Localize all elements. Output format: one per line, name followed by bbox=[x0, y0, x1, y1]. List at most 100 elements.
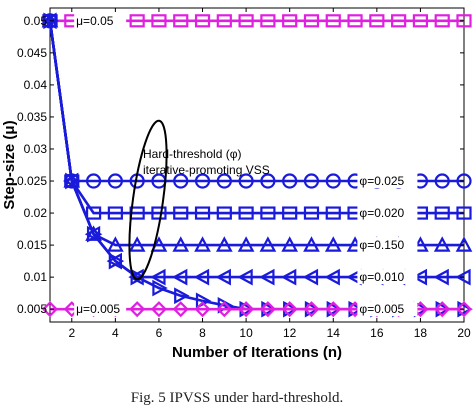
series-point bbox=[456, 173, 472, 189]
series-point bbox=[194, 14, 211, 28]
series-point bbox=[194, 206, 211, 220]
tick-layer: 2 4 6 8 10 12 14 16 18 20 0.005 0.01 0.015 0.02 0.025 0… bbox=[17, 8, 471, 340]
y-tick-label: 0.045 bbox=[17, 46, 47, 60]
series-point bbox=[434, 301, 451, 318]
series-point bbox=[282, 173, 298, 189]
x-tick-label: 2 bbox=[68, 326, 75, 340]
annotation-ellipse bbox=[128, 119, 168, 281]
y-tick-label: 0.035 bbox=[17, 110, 47, 124]
x-tick-label: 8 bbox=[199, 326, 206, 340]
series-point bbox=[456, 206, 472, 220]
series-label: φ=0.005 bbox=[359, 302, 404, 316]
series-point bbox=[150, 236, 168, 252]
series-point bbox=[324, 236, 342, 252]
series-point bbox=[434, 14, 450, 28]
series-point bbox=[259, 268, 275, 286]
series-point bbox=[347, 14, 363, 28]
series-point bbox=[215, 268, 231, 286]
step-size-chart: μ=0.05 φ=0.025 φ=0.020 φ=0.150 φ=0.010 φ=0.00… bbox=[1, 7, 473, 361]
y-tick-label: 0.03 bbox=[24, 142, 48, 156]
x-tick-label: 16 bbox=[370, 326, 384, 340]
series-point bbox=[325, 14, 341, 28]
series-point bbox=[325, 173, 341, 189]
series-point bbox=[215, 236, 233, 252]
series-point bbox=[172, 236, 190, 252]
series-point bbox=[152, 279, 168, 297]
series-point bbox=[260, 14, 276, 28]
series-point bbox=[129, 301, 146, 318]
series-point bbox=[238, 173, 254, 189]
y-tick-label: 0.015 bbox=[17, 238, 47, 252]
x-tick-label: 6 bbox=[156, 326, 163, 340]
series-point bbox=[194, 236, 211, 252]
y-tick-label: 0.04 bbox=[24, 78, 48, 92]
series-label: φ=0.150 bbox=[359, 238, 404, 252]
series-point bbox=[303, 301, 320, 318]
x-tick-label: 14 bbox=[327, 326, 341, 340]
x-tick-label: 12 bbox=[283, 326, 297, 340]
series-point bbox=[150, 301, 168, 318]
series-point bbox=[391, 14, 407, 28]
y-tick-label: 0.005 bbox=[17, 302, 47, 316]
series-label: μ=0.05 bbox=[76, 14, 114, 28]
series-label-bg bbox=[74, 301, 127, 317]
y-tick-label: 0.025 bbox=[17, 174, 47, 188]
series-point bbox=[412, 14, 429, 28]
series-point bbox=[303, 14, 320, 28]
series-point bbox=[172, 301, 189, 318]
series-point bbox=[282, 206, 298, 220]
series-label-bg bbox=[74, 12, 127, 28]
series-point bbox=[237, 268, 253, 286]
series-label-bg bbox=[357, 269, 418, 285]
series-point bbox=[107, 236, 124, 252]
series-point bbox=[282, 14, 298, 28]
series-label: φ=0.025 bbox=[359, 174, 404, 188]
series-point bbox=[281, 301, 298, 318]
y-axis-label: Step-size (μ) bbox=[1, 120, 18, 209]
annotation-text-line-1: Hard-threshold (φ) bbox=[143, 147, 241, 161]
series-point bbox=[237, 236, 255, 252]
series-point bbox=[150, 268, 166, 286]
x-tick-label: 4 bbox=[112, 326, 119, 340]
series-point bbox=[216, 14, 232, 28]
series-point bbox=[216, 301, 233, 318]
series-point bbox=[281, 236, 299, 252]
series-point bbox=[65, 172, 81, 190]
series-point bbox=[238, 14, 254, 28]
series-point bbox=[259, 236, 277, 252]
series-point bbox=[171, 268, 188, 286]
series-point bbox=[325, 206, 341, 220]
x-tick-label: 10 bbox=[239, 326, 253, 340]
series-point bbox=[41, 301, 59, 318]
series-label-bg bbox=[357, 301, 418, 317]
series-point bbox=[107, 173, 123, 189]
series-point bbox=[86, 225, 103, 243]
series-point bbox=[173, 173, 189, 189]
series-point bbox=[85, 225, 102, 241]
series-point bbox=[455, 301, 473, 318]
series-point bbox=[173, 206, 189, 220]
series-point bbox=[151, 14, 167, 28]
series-point bbox=[107, 206, 123, 220]
series-point bbox=[238, 301, 255, 318]
series-point bbox=[303, 236, 320, 252]
series-point bbox=[259, 301, 276, 318]
y-tick-label: 0.05 bbox=[24, 14, 48, 28]
series-point bbox=[194, 173, 211, 189]
series-point bbox=[303, 173, 320, 189]
series-point bbox=[151, 206, 167, 220]
series-point bbox=[174, 287, 190, 305]
series-label-bg bbox=[357, 237, 418, 253]
series-point bbox=[434, 206, 450, 220]
series-point bbox=[108, 252, 125, 270]
y-tick-label: 0.01 bbox=[24, 270, 48, 284]
series-point bbox=[173, 14, 189, 28]
series-point bbox=[129, 14, 145, 28]
series-point bbox=[302, 268, 319, 286]
series-point bbox=[216, 173, 232, 189]
series-point bbox=[63, 172, 81, 188]
series-point bbox=[434, 173, 450, 189]
series-point bbox=[85, 206, 102, 220]
series-point bbox=[128, 236, 146, 252]
series-point bbox=[324, 268, 340, 286]
